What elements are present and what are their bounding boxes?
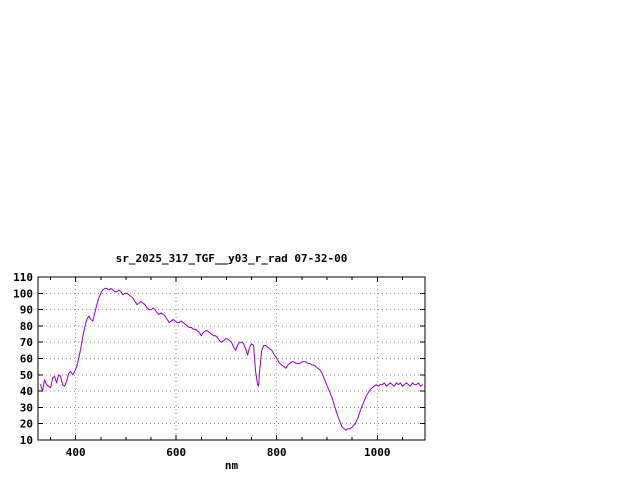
y-tick-label: 100 xyxy=(13,287,33,300)
y-tick-label: 110 xyxy=(13,271,33,284)
y-tick-label: 10 xyxy=(20,434,33,447)
spectrum-line xyxy=(40,287,423,431)
chart-title: sr_2025_317_TGF__y03_r_rad 07-32-00 xyxy=(115,252,348,265)
y-tick-label: 90 xyxy=(20,304,33,317)
y-tick-label: 60 xyxy=(20,353,33,366)
y-tick-label: 20 xyxy=(20,418,33,431)
y-tick-label: 80 xyxy=(20,320,33,333)
x-tick-label: 1000 xyxy=(364,446,391,459)
y-tick-label: 50 xyxy=(20,369,33,382)
x-axis-label: nm xyxy=(224,459,239,472)
y-tick-label: 30 xyxy=(20,401,33,414)
x-tick-label: 800 xyxy=(267,446,287,459)
x-tick-label: 600 xyxy=(166,446,186,459)
y-tick-label: 70 xyxy=(20,336,33,349)
y-tick-label: 40 xyxy=(20,385,33,398)
x-tick-label: 400 xyxy=(66,446,86,459)
